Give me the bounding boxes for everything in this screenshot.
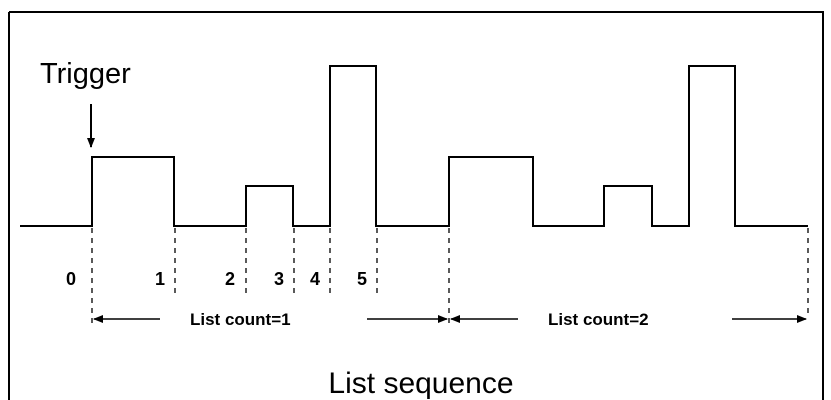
step-label-1: 1 xyxy=(155,269,165,289)
list-count-span-1: List count=1 xyxy=(93,310,448,329)
list-count-label-2: List count=2 xyxy=(548,310,649,329)
list-count-span-2: List count=2 xyxy=(450,310,807,329)
step-label-4: 4 xyxy=(310,269,320,289)
step-label-5: 5 xyxy=(357,269,367,289)
diagram-frame xyxy=(8,11,824,400)
step-label-3: 3 xyxy=(274,269,284,289)
trigger-label: Trigger xyxy=(40,58,131,90)
list-count-label-1: List count=1 xyxy=(190,310,291,329)
diagram-title: List sequence xyxy=(328,367,513,400)
waveform-line xyxy=(20,65,808,227)
step-boundaries xyxy=(91,228,809,328)
step-label-0: 0 xyxy=(66,269,76,289)
step-label-2: 2 xyxy=(225,269,235,289)
